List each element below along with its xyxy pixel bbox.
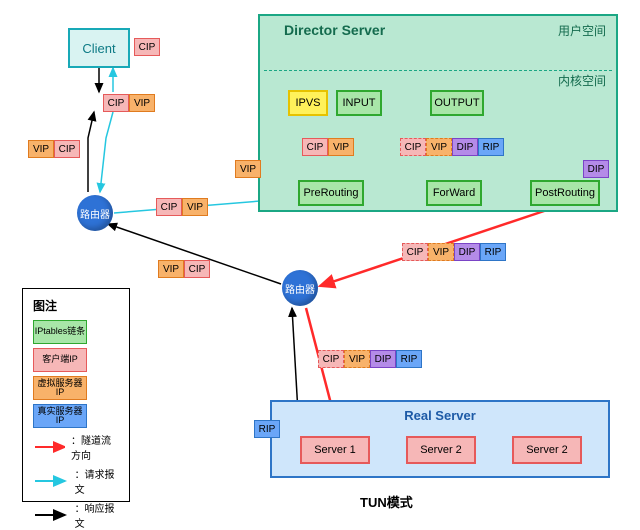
router-node: 路由器 — [282, 270, 318, 306]
kernel-space-label: 内核空间 — [558, 72, 606, 89]
legend-arrow-label: ：隧道流方向 — [71, 432, 119, 462]
ip-tag: DIP — [370, 350, 396, 368]
legend-swatch-row: 真实服务器IP — [33, 404, 119, 428]
ip-tag: VIP — [426, 138, 452, 156]
director-title: Director Server — [284, 22, 385, 38]
legend-arrow-icon — [33, 475, 69, 487]
legend-arrow-label: ：请求报文 — [75, 466, 119, 496]
client-node: Client — [68, 28, 130, 68]
flow-arrow — [100, 112, 113, 192]
ip-tag: VIP — [328, 138, 354, 156]
legend-arrow-row: ：响应报文 — [33, 500, 119, 530]
forward-node: ForWard — [426, 180, 482, 206]
flow-arrow — [88, 112, 94, 192]
legend-title: 图注 — [33, 297, 119, 314]
server-node: Server 2 — [512, 436, 582, 464]
legend-arrow-icon — [33, 441, 65, 453]
ip-tag: VIP — [129, 94, 155, 112]
ip-tag: DIP — [454, 243, 480, 261]
ip-tag: CIP — [402, 243, 428, 261]
legend-swatch: 真实服务器IP — [33, 404, 87, 428]
user-space-label: 用户空间 — [558, 22, 606, 39]
ip-tag: CIP — [103, 94, 129, 112]
ip-tag: CIP — [302, 138, 328, 156]
ipvs-node: IPVS — [288, 90, 328, 116]
legend-arrow-row: ：隧道流方向 — [33, 432, 119, 462]
director-divider — [264, 70, 612, 71]
ip-tag: VIP — [28, 140, 54, 158]
ip-tag: CIP — [54, 140, 80, 158]
legend-swatch: 客户端IP — [33, 348, 87, 372]
ip-tag: VIP — [235, 160, 261, 178]
input-node: INPUT — [336, 90, 382, 116]
ip-tag: VIP — [182, 198, 208, 216]
ip-tag: CIP — [156, 198, 182, 216]
ip-tag: VIP — [428, 243, 454, 261]
diagram-caption: TUN模式 — [360, 492, 413, 511]
ip-tag: DIP — [583, 160, 609, 178]
output-node: OUTPUT — [430, 90, 484, 116]
legend-arrow-label: ：响应报文 — [75, 500, 119, 530]
legend-arrow-icon — [33, 509, 69, 521]
postrouting-node: PostRouting — [530, 180, 600, 206]
ip-tag: RIP — [254, 420, 280, 438]
server-node: Server 1 — [300, 436, 370, 464]
legend-box: 图注 IPtables链条客户端IP 虚拟服务器IP 真实服务器IP ：隧道流方向 ：请求… — [22, 288, 130, 502]
legend-swatch: 虚拟服务器IP — [33, 376, 87, 400]
ip-tag: CIP — [318, 350, 344, 368]
ip-tag: CIP — [134, 38, 160, 56]
server-node: Server 2 — [406, 436, 476, 464]
router-node: 路由器 — [77, 195, 113, 231]
legend-swatch: IPtables链条 — [33, 320, 87, 344]
ip-tag: RIP — [478, 138, 504, 156]
legend-arrow-row: ：请求报文 — [33, 466, 119, 496]
ip-tag: VIP — [344, 350, 370, 368]
legend-swatch-row: 客户端IP — [33, 348, 119, 372]
ip-tag: DIP — [452, 138, 478, 156]
ip-tag: RIP — [480, 243, 506, 261]
ip-tag: CIP — [400, 138, 426, 156]
legend-swatch-row: IPtables链条 — [33, 320, 119, 344]
legend-swatch-row: 虚拟服务器IP — [33, 376, 119, 400]
realserver-title: Real Server — [272, 408, 608, 423]
ip-tag: RIP — [396, 350, 422, 368]
ip-tag: CIP — [184, 260, 210, 278]
prerouting-node: PreRouting — [298, 180, 364, 206]
ip-tag: VIP — [158, 260, 184, 278]
